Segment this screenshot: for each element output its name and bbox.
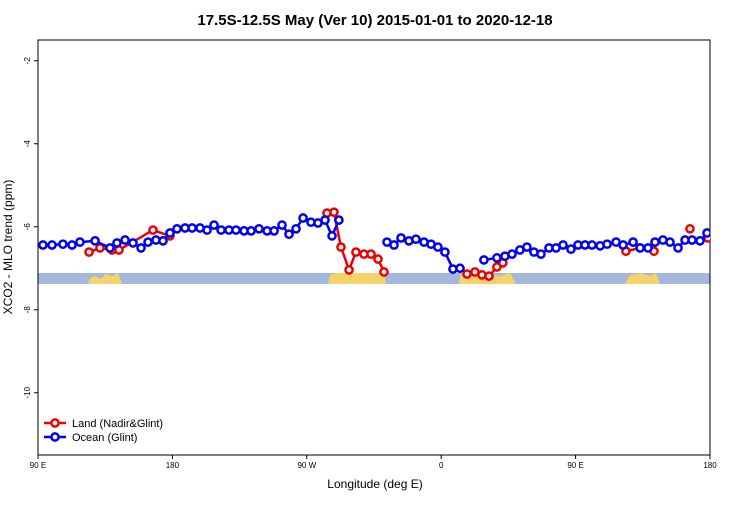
data-point [112, 238, 122, 248]
data-point [47, 240, 57, 250]
data-point [128, 238, 138, 248]
data-point [90, 236, 100, 246]
data-point [433, 242, 443, 252]
legend-marker [50, 418, 60, 428]
data-point [38, 240, 48, 250]
data-point [320, 215, 330, 225]
data-point [298, 213, 308, 223]
plot-area [38, 207, 710, 281]
data-point [334, 215, 344, 225]
chart-title: 17.5S-12.5S May (Ver 10) 2015-01-01 to 2… [197, 12, 552, 29]
data-point [75, 237, 85, 247]
x-tick-label: 90 E [30, 461, 46, 470]
data-point [462, 269, 472, 279]
data-point [558, 240, 568, 250]
data-point [455, 263, 465, 274]
data-point [254, 223, 264, 234]
legend-marker [50, 432, 60, 442]
data-point [216, 225, 226, 235]
x-tick-label: 90 E [567, 461, 583, 470]
data-point [202, 225, 212, 235]
data-point [635, 243, 645, 253]
data-point [336, 242, 346, 252]
data-point [67, 240, 77, 250]
data-point [618, 240, 628, 250]
y-tick-label: -4 [23, 140, 32, 148]
data-point [366, 249, 376, 259]
data-point [687, 235, 697, 245]
data-point [231, 225, 241, 235]
data-point [172, 223, 182, 234]
y-tick-label: -2 [23, 57, 32, 65]
data-point [120, 235, 130, 245]
land-mask-strip [38, 273, 710, 284]
data-point [143, 237, 153, 247]
data-point [479, 255, 489, 265]
data-point [351, 247, 361, 257]
data-point [284, 229, 294, 240]
data-point [484, 271, 494, 281]
y-tick-label: -10 [23, 386, 32, 398]
plot-frame [37, 39, 711, 456]
data-point [389, 240, 399, 250]
data-point [411, 234, 421, 245]
data-point [148, 225, 158, 235]
legend-label: Ocean (Glint) [72, 432, 137, 444]
data-point [507, 249, 517, 259]
data-point [628, 237, 638, 247]
data-point [246, 226, 256, 236]
data-point [602, 239, 612, 250]
data-point [650, 237, 660, 247]
data-point [84, 247, 94, 257]
data-point [58, 239, 68, 250]
data-point [165, 228, 175, 238]
data-point [673, 243, 683, 253]
data-point [643, 243, 653, 253]
y-axis-title: XCO2 - MLO trend (ppm) [1, 180, 15, 315]
x-tick-label: 0 [439, 461, 444, 470]
legend-label: Land (Nadir&Glint) [72, 418, 163, 430]
data-point [440, 247, 450, 257]
y-tick-label: -6 [23, 223, 32, 231]
data-point [291, 223, 301, 234]
data-point [695, 236, 705, 246]
x-tick-label: 180 [166, 461, 180, 470]
data-point [209, 220, 219, 230]
data-point [158, 236, 168, 246]
data-point [702, 228, 710, 238]
data-point [492, 253, 502, 263]
data-point [566, 244, 576, 255]
data-point [329, 207, 339, 218]
data-point [373, 254, 383, 264]
data-point [105, 243, 115, 253]
data-point [187, 223, 197, 233]
data-point [522, 242, 532, 252]
y-tick-label: -8 [23, 306, 32, 314]
data-point [136, 243, 146, 253]
x-axis-title: Longitude (deg E) [327, 477, 422, 491]
data-point [396, 233, 406, 243]
x-tick-label: 90 W [297, 461, 316, 470]
data-point [536, 249, 546, 259]
data-point [269, 226, 279, 236]
data-point [685, 223, 695, 234]
data-point [587, 240, 597, 250]
x-tick-label: 180 [703, 461, 717, 470]
data-point [277, 220, 287, 230]
data-point [379, 267, 389, 277]
data-point [344, 265, 354, 275]
data-point [665, 237, 675, 247]
data-point [327, 231, 337, 241]
